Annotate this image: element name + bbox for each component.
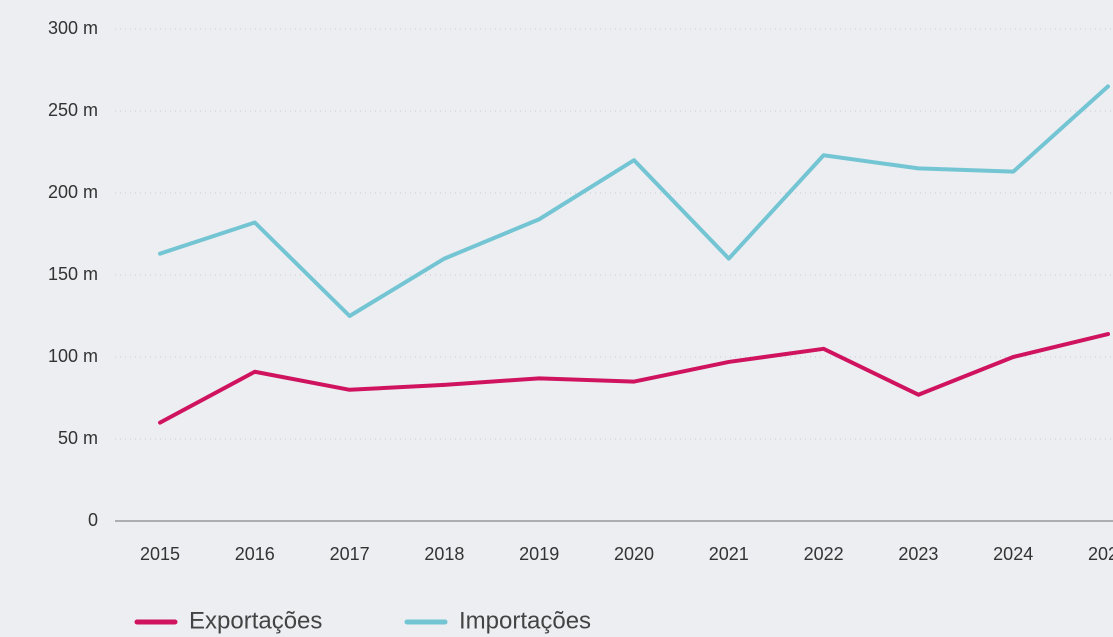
x-tick-label: 2016 <box>235 544 275 564</box>
x-tick-label: 2022 <box>804 544 844 564</box>
x-tick-label: 2019 <box>519 544 559 564</box>
y-tick-label: 50 m <box>58 428 98 448</box>
x-tick-label: 2018 <box>424 544 464 564</box>
x-tick-label: 2021 <box>709 544 749 564</box>
series-line <box>158 84 1110 318</box>
y-tick-label: 0 <box>88 510 98 530</box>
legend-label: Exportações <box>189 607 322 634</box>
x-tick-label: 2025 <box>1088 544 1113 564</box>
series-line <box>158 332 1110 425</box>
legend-label: Importações <box>459 607 591 634</box>
y-tick-label: 100 m <box>48 346 98 366</box>
x-tick-label: 2015 <box>140 544 180 564</box>
y-tick-label: 250 m <box>48 100 98 120</box>
x-tick-label: 2020 <box>614 544 654 564</box>
y-tick-label: 200 m <box>48 182 98 202</box>
x-tick-label: 2017 <box>330 544 370 564</box>
x-tick-label: 2024 <box>993 544 1033 564</box>
y-tick-label: 150 m <box>48 264 98 284</box>
x-tick-label: 2023 <box>898 544 938 564</box>
y-tick-label: 300 m <box>48 18 98 38</box>
